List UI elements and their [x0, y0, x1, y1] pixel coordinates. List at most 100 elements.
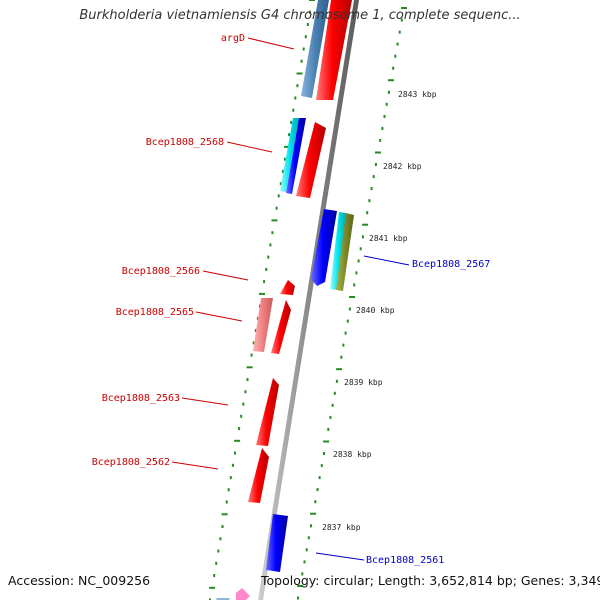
feature-pink-bottom[interactable] — [236, 588, 250, 600]
inner-ruler-dot — [269, 243, 272, 247]
gene-bcep1808-2562[interactable] — [248, 448, 269, 503]
label-bcep1808-2566[interactable]: Bcep1808_2566 — [122, 266, 200, 277]
leader-bcep1808-2565 — [195, 311, 243, 322]
leader-bcep1808-2561 — [315, 552, 365, 561]
outer-ruler-dot — [333, 391, 336, 395]
outer-ruler-dot — [374, 163, 377, 166]
outer-ruler-dot — [368, 199, 371, 203]
outer-ruler-dot — [359, 247, 362, 251]
gene-argD[interactable] — [316, 0, 352, 100]
outer-ruler-dot — [303, 560, 306, 564]
inner-ruler-dot — [304, 35, 307, 39]
leader-bcep1808-2563 — [181, 397, 229, 406]
outer-ruler-major-tick — [349, 296, 356, 298]
gene-bcep1808-2565[interactable] — [271, 300, 291, 354]
outer-ruler-dot — [297, 596, 299, 600]
outer-ruler-major-tick — [323, 440, 330, 443]
outer-ruler-dot — [392, 66, 395, 70]
outer-ruler-dot — [361, 235, 364, 239]
inner-ruler-major-tick — [246, 366, 253, 369]
inner-ruler-dot — [229, 476, 232, 480]
inner-ruler-dot — [254, 329, 257, 333]
outer-ruler-dot — [387, 90, 390, 94]
outer-ruler-dot — [331, 403, 334, 407]
tick-label-2838: 2838 kbp — [333, 450, 372, 459]
feature-steelblue-near-argD[interactable] — [301, 0, 329, 98]
inner-ruler-dot — [225, 500, 228, 504]
label-bcep1808-2568[interactable]: Bcep1808_2568 — [146, 137, 224, 148]
outer-ruler-dot — [346, 319, 349, 323]
outer-ruler-major-tick — [336, 368, 343, 371]
inner-ruler-dot — [292, 108, 295, 112]
outer-ruler-dot — [344, 331, 347, 335]
inner-ruler-major-tick — [221, 513, 228, 516]
label-bcep1808-2563[interactable]: Bcep1808_2563 — [102, 393, 180, 404]
tick-label-2841: 2841 kbp — [369, 234, 408, 243]
outer-ruler-dot — [394, 54, 397, 58]
inner-ruler-dot — [246, 378, 249, 382]
inner-ruler-dot — [306, 23, 309, 26]
label-argD[interactable]: argD — [221, 33, 245, 44]
label-bcep1808-2567[interactable]: Bcep1808_2567 — [412, 259, 490, 270]
label-bcep1808-2562[interactable]: Bcep1808_2562 — [92, 457, 170, 468]
tick-label-2843: 2843 kbp — [398, 90, 437, 99]
label-bcep1808-2565[interactable]: Bcep1808_2565 — [116, 307, 194, 318]
inner-ruler-dot — [288, 133, 291, 137]
inner-ruler-dot — [215, 561, 218, 565]
gene-bcep1808-2568[interactable] — [296, 122, 326, 198]
feature-pink-2565[interactable] — [253, 298, 273, 352]
outer-ruler-major-tick — [375, 151, 381, 154]
outer-ruler-dot — [348, 307, 351, 311]
outer-ruler-dot — [383, 114, 386, 118]
outer-ruler-dot — [314, 500, 317, 504]
outer-ruler-dot — [301, 572, 304, 576]
leader-bcep1808-2568 — [226, 141, 273, 153]
outer-ruler-major-tick — [388, 79, 394, 82]
inner-ruler-dot — [219, 537, 222, 541]
outer-ruler-dot — [320, 464, 323, 468]
genome-summary-text: Topology: circular; Length: 3,652,814 bp… — [261, 573, 600, 588]
inner-ruler-dot — [244, 390, 247, 394]
inner-ruler-dot — [275, 206, 278, 210]
inner-ruler-major-tick — [259, 292, 265, 295]
inner-ruler-dot — [308, 10, 311, 14]
tick-label-2837: 2837 kbp — [322, 523, 361, 532]
ruler-tick-labels: 2843 kbp 2842 kbp 2841 kbp 2840 kbp 2839… — [322, 90, 437, 532]
inner-ruler-dot — [256, 316, 259, 320]
feature-cyan-2568[interactable] — [280, 118, 299, 192]
inner-ruler-dot — [271, 231, 274, 235]
outer-ruler-dot — [310, 524, 312, 528]
inner-ruler-dot — [283, 157, 286, 161]
inner-ruler-dot — [296, 84, 299, 88]
gene-bcep1808-2566[interactable] — [280, 280, 295, 295]
feature-blue-2568[interactable] — [286, 118, 306, 194]
gene-bcep1808-2561[interactable] — [266, 514, 288, 572]
outer-ruler-dot — [335, 379, 338, 383]
outer-ruler-dot — [340, 355, 343, 359]
inner-ruler-dot — [290, 120, 293, 124]
tick-label-2842: 2842 kbp — [383, 162, 422, 171]
outer-dotted-ruler — [297, 7, 407, 600]
inner-ruler-dot — [300, 59, 303, 63]
inner-ruler-dot — [240, 414, 243, 418]
inner-ruler-dot — [265, 267, 268, 271]
gene-bcep1808-2563[interactable] — [256, 378, 279, 446]
leader-bcep1808-2566 — [202, 270, 249, 281]
inner-ruler-dot — [252, 341, 255, 345]
gene-bcep1808-2567[interactable] — [311, 209, 337, 286]
inner-ruler-dot — [250, 353, 253, 357]
label-bcep1808-2561[interactable]: Bcep1808_2561 — [366, 555, 444, 566]
inner-ruler-dot — [302, 47, 305, 51]
inner-ruler-major-tick — [296, 72, 303, 75]
inner-ruler-dot — [263, 280, 266, 284]
outer-ruler-dot — [305, 548, 308, 552]
tick-label-2839: 2839 kbp — [344, 378, 383, 387]
feature-cyan-2567[interactable] — [330, 212, 346, 290]
tick-label-2840: 2840 kbp — [356, 306, 395, 315]
outer-ruler-dot — [370, 187, 373, 191]
outer-ruler-dot — [357, 259, 360, 263]
outer-ruler-major-tick — [310, 512, 317, 515]
feature-olive-2567[interactable] — [336, 213, 354, 291]
outer-ruler-dot — [318, 476, 321, 480]
